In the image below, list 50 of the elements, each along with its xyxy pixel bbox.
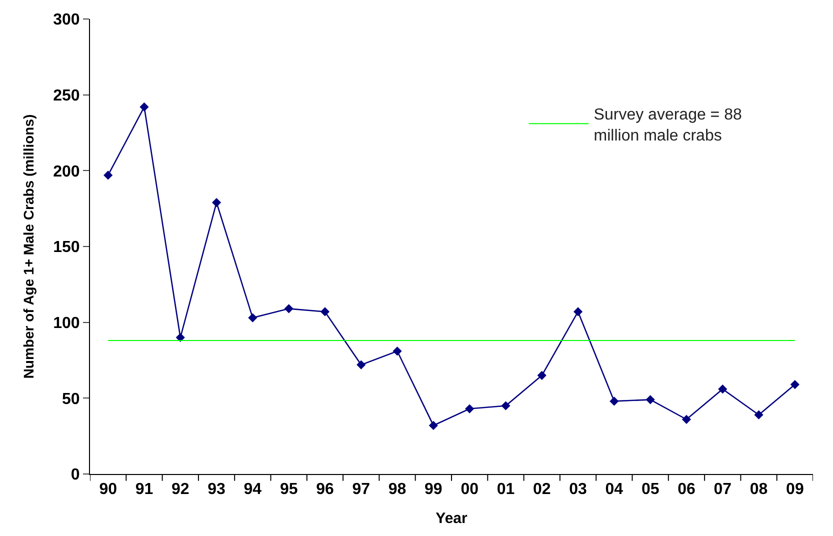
x-tick-label: 09 — [786, 481, 804, 498]
x-axis-title: Year — [436, 510, 468, 528]
x-tick-label: 01 — [496, 481, 515, 498]
x-tick-label: 00 — [460, 481, 479, 498]
y-tick-label: 150 — [53, 239, 80, 256]
x-tick-label: 93 — [208, 481, 226, 498]
x-tick-label: 99 — [424, 481, 442, 498]
point — [356, 360, 366, 370]
point — [248, 313, 258, 322]
x-tick-label: 05 — [641, 481, 660, 498]
point — [212, 198, 222, 208]
point — [392, 346, 402, 356]
x-tick-label: 90 — [99, 481, 118, 498]
y-tick-label: 100 — [53, 314, 80, 332]
point — [682, 414, 692, 424]
x-tick-label: 97 — [352, 481, 370, 498]
point — [754, 410, 764, 420]
point — [104, 170, 113, 180]
x-tick-label: 96 — [316, 481, 334, 498]
legend-label: Survey average = 88 million male crabs — [594, 106, 742, 144]
y-tick-label: 0 — [70, 466, 80, 484]
x-tick-label: 95 — [280, 481, 298, 498]
point — [718, 384, 728, 394]
point — [501, 401, 510, 410]
x-tick-label: 07 — [714, 481, 732, 498]
point — [320, 307, 330, 316]
point — [465, 404, 474, 414]
y-tick-label: 50 — [62, 390, 80, 408]
point — [140, 102, 149, 112]
x-tick-label: 04 — [605, 481, 624, 498]
point — [428, 420, 438, 430]
y-axis-title: Number of Age 1+ Male Crabs (millions) — [20, 114, 37, 379]
x-tick-label: 03 — [569, 481, 588, 498]
x-tick-label: 08 — [750, 481, 768, 498]
point — [646, 395, 655, 404]
y-tick-label: 300 — [53, 12, 80, 29]
x-tick-label: 06 — [678, 481, 696, 498]
point — [610, 396, 619, 406]
y-tick-label: 250 — [53, 87, 80, 104]
x-tick-label: 94 — [244, 481, 262, 498]
y-tick-label: 200 — [53, 163, 80, 180]
x-tick-label: 91 — [135, 481, 154, 498]
x-tick-label: 92 — [171, 481, 190, 498]
x-tick-label: 02 — [532, 481, 551, 498]
point — [284, 304, 294, 314]
point — [537, 370, 546, 380]
point — [176, 332, 185, 342]
point — [790, 380, 800, 390]
point — [573, 307, 583, 316]
x-tick-label: 98 — [388, 481, 406, 498]
